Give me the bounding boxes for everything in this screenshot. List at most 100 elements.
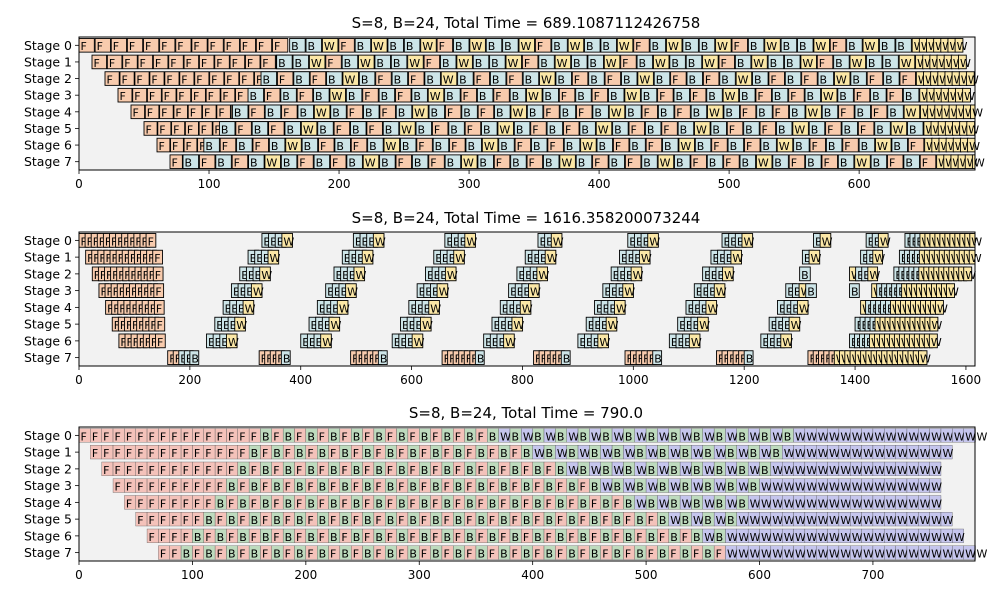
task-label-B-s2-46: B <box>625 464 633 477</box>
task-label-W-s5-59: W <box>806 514 817 527</box>
task-label-F-s7-29: F <box>489 548 495 561</box>
task-F-s4-5 <box>202 104 217 120</box>
task-label-W-s6-10: W <box>228 336 239 349</box>
task-label-B-s3-16: B <box>250 90 258 103</box>
task-label-B-s0-38: B <box>701 40 709 53</box>
task-label-W-s2-71: W <box>908 464 919 477</box>
x-tick-label: 100 <box>198 177 221 191</box>
task-label-F-s4-20: F <box>283 107 289 120</box>
task-B-s4-47 <box>723 104 740 120</box>
task-label-F-s5-35: F <box>534 514 540 527</box>
task-label-F-s5-39: F <box>565 123 571 136</box>
task-label-F-s3-8: F <box>205 481 211 494</box>
task-F-s2-28 <box>473 71 491 86</box>
task-label-F-s3-33: F <box>489 481 495 494</box>
task-label-F-s4-0: F <box>126 497 132 510</box>
task-label-B-s6-27: B <box>336 140 344 153</box>
task-label-F-s2-2: F <box>126 464 132 477</box>
task-B-s2-37 <box>621 71 638 86</box>
task-label-W-s3-25: W <box>530 286 541 299</box>
task-label-B-s0-37: B <box>684 40 692 53</box>
task-label-B-s3-20: B <box>341 481 349 494</box>
task-label-B-s5-8: B <box>228 514 236 527</box>
task-F-s1-4 <box>152 54 169 70</box>
task-F-s3-47 <box>755 87 772 103</box>
task-label-B-s2-35: B <box>590 73 598 86</box>
task-B-s1-38 <box>669 54 686 70</box>
task-label-W-s4-69: W <box>908 497 919 510</box>
task-label-W-s3-67: W <box>874 481 885 494</box>
task-label-W-s1-37: W <box>811 252 822 265</box>
task-label-B-s7-28: B <box>477 548 485 561</box>
task-label-B-s1-28: B <box>409 447 417 460</box>
stage-label: Stage 4 <box>24 300 72 315</box>
task-label-B-s0-20: B <box>406 40 414 53</box>
task-label-W-s6-49: W <box>704 531 715 544</box>
task-label-F-s4-9: F <box>228 497 234 510</box>
task-label-B-s7-22: B <box>477 353 485 366</box>
task-label-F-s0-7: F <box>193 40 199 53</box>
task-F-s1-9 <box>229 54 246 70</box>
task-label-W-s3-63: W <box>829 481 840 494</box>
task-label-W-s6-36: W <box>484 140 495 153</box>
task-B-s3-54 <box>870 87 887 103</box>
task-label-F-s0-4: F <box>126 430 132 443</box>
task-label-W-s6-60: W <box>877 140 888 153</box>
task-label-W-s2-55: W <box>727 464 738 477</box>
task-label-B-s4-26: B <box>421 497 429 510</box>
task-label-F-s3-5: F <box>193 90 199 103</box>
task-label-B-s5-42: B <box>614 123 622 136</box>
task-label-W-s2-18: W <box>355 269 366 282</box>
task-label-F-s6-26: F <box>320 140 326 153</box>
task-label-F-s6-41: F <box>614 531 620 544</box>
task-F-s1-6 <box>183 54 200 70</box>
task-label-F-s5-4: F <box>201 123 207 136</box>
task-label-W-s5-67: W <box>968 123 979 136</box>
task-label-W-s0-15: W <box>283 235 294 248</box>
task-label-W-s1-59: W <box>960 57 971 70</box>
task-B-s4-25 <box>363 104 380 120</box>
task-label-B-s3-20: B <box>315 90 323 103</box>
task-F-s0-34 <box>633 38 650 53</box>
task-label-B-s6-24: B <box>421 531 429 544</box>
task-label-W-s5-49: W <box>693 514 704 527</box>
task-label-W-s6-70: W <box>942 531 953 544</box>
task-label-F-s7-3: F <box>194 548 200 561</box>
task-label-W-s4-52: W <box>807 107 818 120</box>
task-label-W-s5-64: W <box>863 514 874 527</box>
task-label-W-s1-23: W <box>455 252 466 265</box>
task-label-F-s2-5: F <box>181 73 187 86</box>
task-label-W-s0-39: W <box>717 40 728 53</box>
task-label-B-s5-24: B <box>319 123 327 136</box>
task-label-F-s3-9: F <box>155 286 161 299</box>
x-tick-label: 500 <box>718 177 741 191</box>
task-label-F-s4-32: F <box>480 107 486 120</box>
task-label-W-s4-24: W <box>522 302 533 315</box>
task-label-W-s0-55: W <box>704 430 715 443</box>
task-label-F-s7-23: F <box>421 548 427 561</box>
task-label-B-s6-8: B <box>239 531 247 544</box>
task-W-s1-34 <box>603 54 621 70</box>
task-label-F-s0-15: F <box>251 430 257 443</box>
task-label-B-s7-8: B <box>251 548 259 561</box>
task-label-F-s1-17: F <box>327 57 333 70</box>
task-label-F-s2-33: F <box>477 464 483 477</box>
task-label-B-s5-54: B <box>811 123 819 136</box>
task-B-s3-20 <box>313 87 330 103</box>
task-label-F-s0-46: F <box>832 40 838 53</box>
task-label-W-s4-57: W <box>772 497 783 510</box>
task-B-s5-36 <box>513 121 531 136</box>
task-label-F-s0-2: F <box>103 430 109 443</box>
task-label-B-s3-38: B <box>610 90 618 103</box>
task-label-B-s7-28: B <box>563 353 571 366</box>
task-label-F-s3-23: F <box>375 481 381 494</box>
task-label-B-s1-14: B <box>278 57 286 70</box>
task-label-W-s1-59: W <box>761 447 772 460</box>
task-label-W-s7-57: W <box>806 548 817 561</box>
task-label-W-s1-70: W <box>886 447 897 460</box>
task-label-F-s7-29: F <box>332 157 338 170</box>
task-label-F-s7-41: F <box>529 157 535 170</box>
task-label-B-s5-44: B <box>636 514 644 527</box>
task-label-B-s5-48: B <box>712 123 720 136</box>
task-label-F-s4-36: F <box>545 107 551 120</box>
